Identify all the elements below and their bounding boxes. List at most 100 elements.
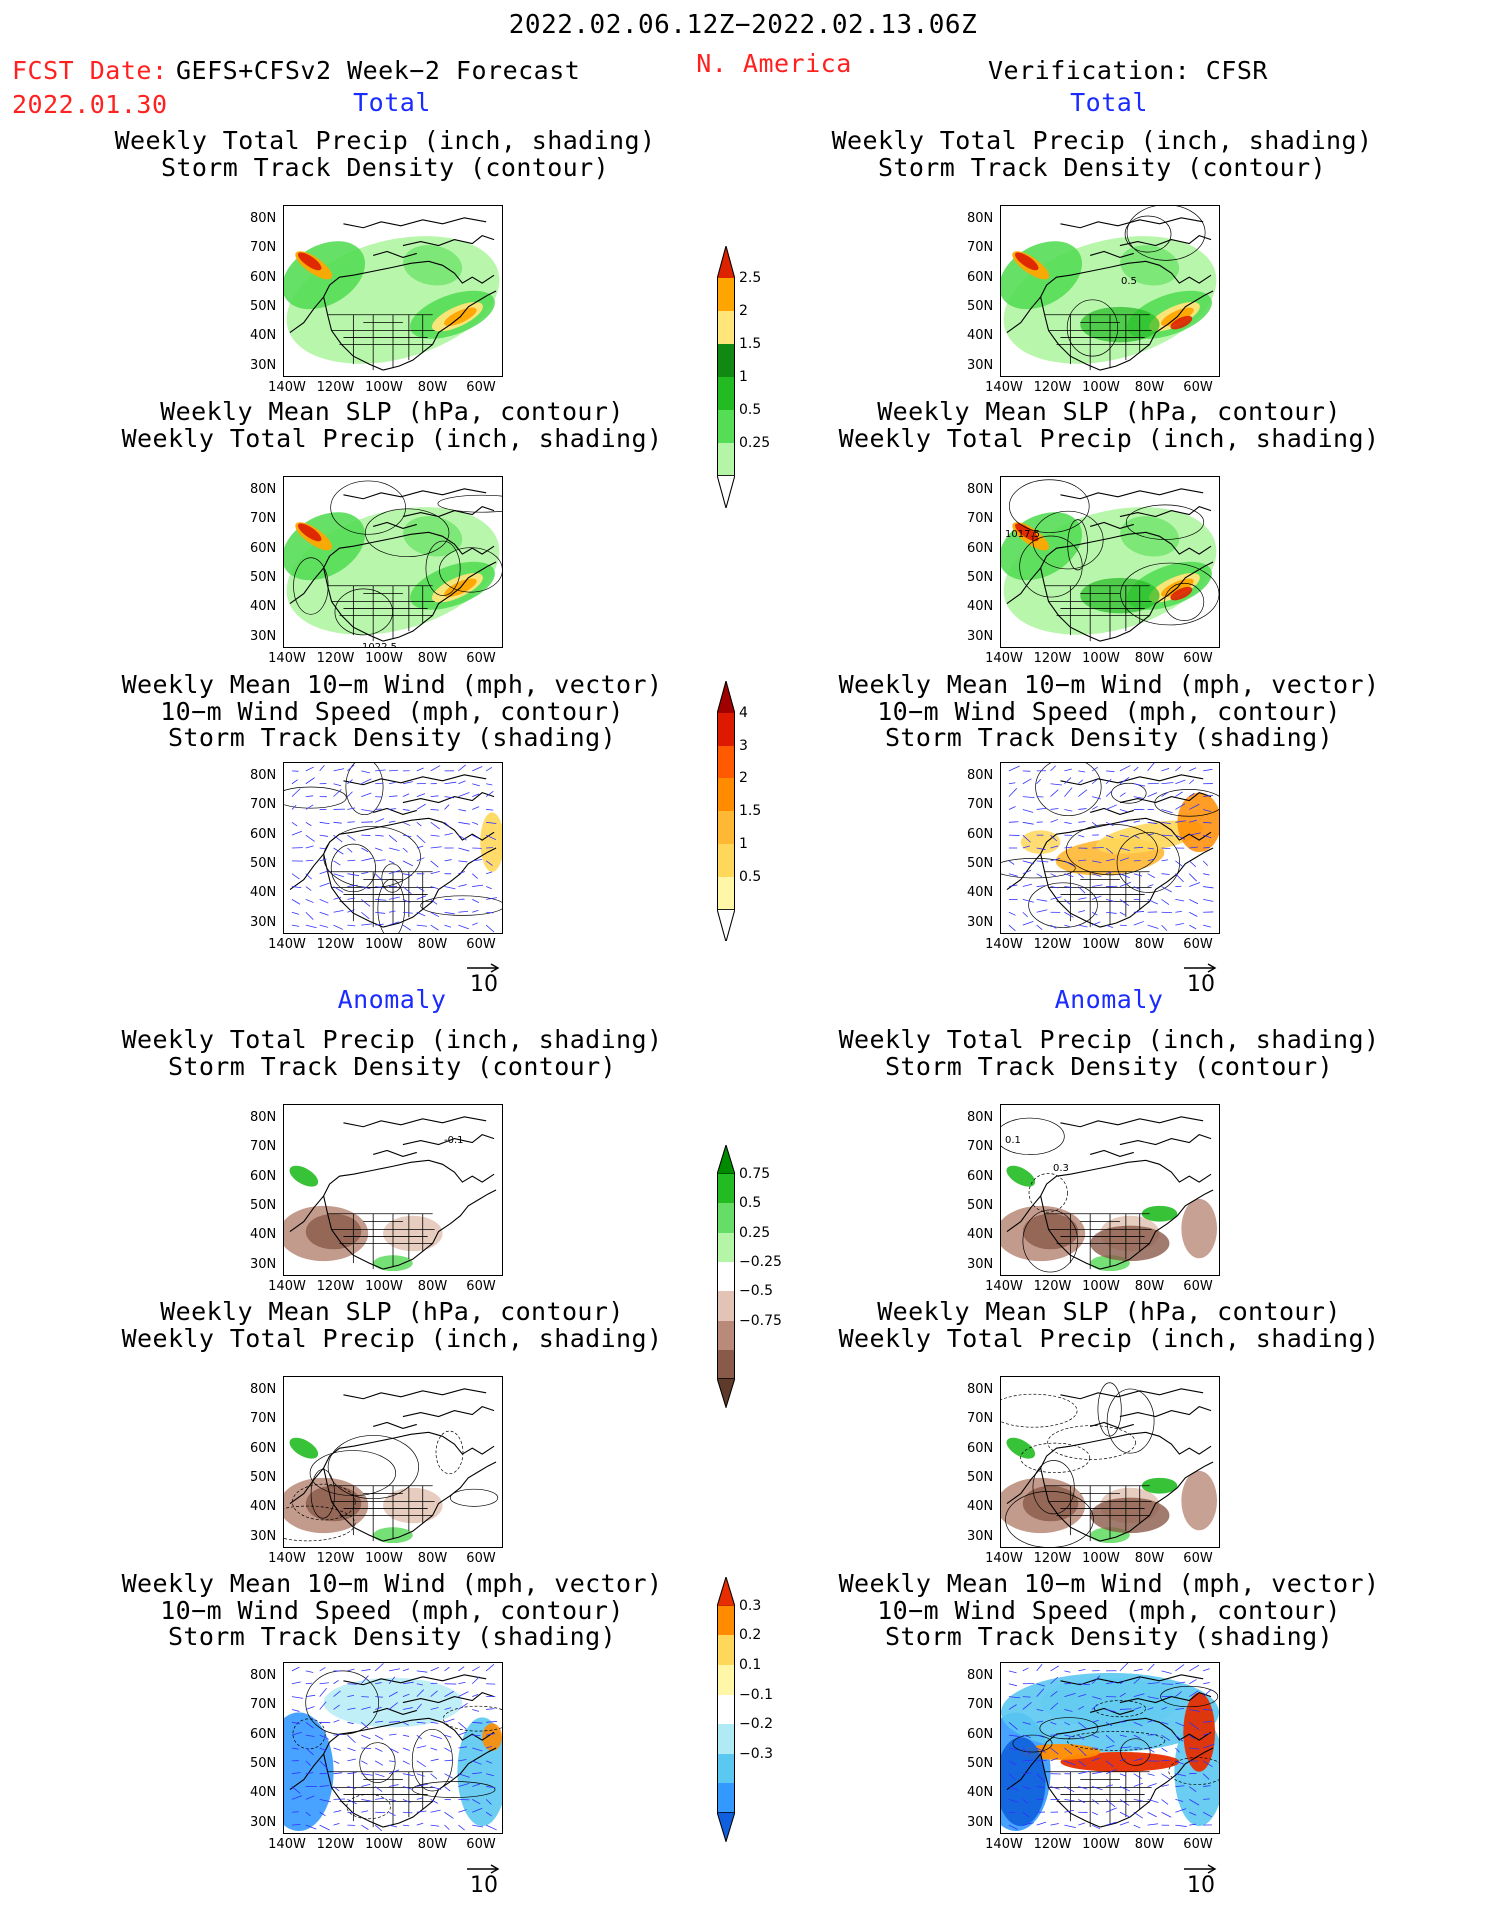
lon-label: 60W [1183, 1279, 1213, 1294]
colorbar-tick-label: 1 [739, 368, 748, 385]
map-left-total-precip [283, 205, 503, 377]
lon-label: 60W [1183, 937, 1213, 952]
lon-label: 100W [1082, 380, 1120, 395]
contour-label: 0.5 [1121, 276, 1137, 287]
arrow-right-icon [1184, 1864, 1217, 1874]
colorbar-tick-label: −0.2 [739, 1716, 773, 1733]
lon-label: 120W [1033, 1837, 1072, 1852]
vector-ref-value: 10 [470, 972, 498, 997]
map-left-anom-precip: -0.1 [283, 1104, 503, 1276]
lat-label: 60N [967, 1168, 994, 1184]
lon-label: 60W [466, 1551, 496, 1566]
map-left-anom-slp [283, 1376, 503, 1548]
lon-label: 80W [1134, 1837, 1165, 1852]
vector-ref-value: 10 [1187, 972, 1215, 997]
lon-label: 120W [316, 937, 355, 952]
lat-label: 60N [967, 1726, 994, 1742]
lon-label: 100W [365, 1837, 403, 1852]
title-left-anom-wind: Weekly Mean 10−m Wind (mph, vector) 10−m… [121, 1569, 663, 1651]
lat-label: 30N [250, 1814, 277, 1830]
lat-label: 60N [967, 1440, 994, 1456]
contour-label: 0.1 [1005, 1135, 1021, 1146]
arrow-right-icon [1184, 963, 1217, 973]
map-right-total-wind [1000, 762, 1220, 934]
lat-label: 40N [967, 599, 994, 615]
lat-label: 40N [967, 885, 994, 901]
title-left-total-slp: Weekly Mean SLP (hPa, contour) Weekly To… [121, 397, 663, 453]
lon-label: 60W [466, 1837, 496, 1852]
lat-label: 50N [250, 1755, 277, 1771]
lon-label: 60W [1183, 1837, 1213, 1852]
lon-label: 140W [268, 1279, 306, 1294]
colorbar-tick-label: 1 [739, 836, 748, 852]
lon-label: 120W [1033, 937, 1072, 952]
arrow-right-icon [467, 1864, 500, 1874]
colorbar-anom-precip: 0.75 0.5 0.25 −0.25 −0.5 −0.75 [717, 1145, 782, 1447]
lat-label: 30N [250, 628, 277, 644]
lat-label: 40N [967, 1227, 994, 1243]
map-right-total-precip: 0.5 [1000, 205, 1220, 377]
lat-label: 50N [250, 298, 277, 314]
colorbar-tick-label: −0.25 [739, 1253, 782, 1270]
lat-label: 80N [250, 211, 277, 226]
lat-label: 40N [967, 1785, 994, 1801]
lon-label: 60W [466, 380, 496, 395]
lon-label: 120W [1033, 1551, 1072, 1566]
contour-label: 0.3 [1053, 1163, 1069, 1174]
lon-label: 120W [316, 651, 355, 666]
lon-label: 100W [1082, 1837, 1120, 1852]
contour-label: -0.1 [444, 1135, 464, 1146]
lon-label: 80W [417, 651, 448, 666]
colorbar-tick-label: 2 [739, 770, 748, 787]
lat-label: 40N [250, 885, 277, 901]
lat-label: 70N [250, 797, 277, 813]
map-left-anom-wind [283, 1662, 503, 1834]
map-right-anom-precip: 0.1 0.3 [1000, 1104, 1220, 1276]
lat-label: 80N [967, 211, 994, 226]
section-total-left: Total [353, 88, 431, 117]
section-total-right: Total [1070, 88, 1148, 117]
lat-label: 70N [967, 240, 994, 256]
lat-label: 40N [250, 1227, 277, 1243]
colorbar-tick-label: −0.1 [739, 1686, 773, 1703]
lon-label: 140W [268, 1551, 306, 1566]
title-left-anom-slp: Weekly Mean SLP (hPa, contour) Weekly To… [121, 1297, 663, 1353]
colorbar-tick-label: 0.75 [739, 1165, 771, 1182]
lat-label: 40N [250, 328, 277, 344]
lon-label: 100W [1082, 651, 1120, 666]
lon-label: 120W [316, 1279, 355, 1294]
title-right-total-wind: Weekly Mean 10−m Wind (mph, vector) 10−m… [838, 670, 1380, 752]
lon-label: 80W [1134, 380, 1165, 395]
title-right-total-precip: Weekly Total Precip (inch, shading) Stor… [831, 126, 1373, 182]
lat-label: 70N [250, 240, 277, 256]
lat-label: 70N [967, 511, 994, 527]
lon-label: 100W [365, 1551, 403, 1566]
lat-label: 50N [250, 1469, 277, 1485]
lon-label: 140W [985, 1837, 1023, 1852]
colorbar-tick-label: −0.5 [739, 1283, 773, 1300]
lon-label: 140W [985, 1279, 1023, 1294]
colorbar-anom-storm: 0.3 0.2 0.1 −0.1 −0.2 −0.3 [717, 1577, 773, 1881]
lon-label: 120W [316, 380, 355, 395]
lon-label: 120W [1033, 1279, 1072, 1294]
lat-label: 80N [967, 1668, 994, 1683]
lat-label: 30N [967, 1528, 994, 1544]
lat-label: 60N [967, 269, 994, 285]
colorbar-tick-label: 0.5 [739, 868, 762, 885]
period-title: 2022.02.06.12Z−2022.02.13.06Z [508, 10, 978, 40]
lat-label: 60N [967, 540, 994, 556]
colorbar-tick-label: −0.3 [739, 1745, 773, 1762]
lat-label: 80N [967, 768, 994, 783]
colorbar-tick-label: 2.5 [739, 269, 762, 286]
lat-label: 50N [967, 1469, 994, 1485]
lon-label: 140W [985, 380, 1023, 395]
contour-label: 1022.5 [362, 642, 397, 648]
lat-label: 50N [967, 569, 994, 585]
lon-label: 60W [1183, 651, 1213, 666]
lat-label: 30N [967, 914, 994, 930]
title-right-anom-wind: Weekly Mean 10−m Wind (mph, vector) 10−m… [838, 1569, 1380, 1651]
lon-label: 100W [1082, 1551, 1120, 1566]
lat-label: 80N [250, 482, 277, 497]
lon-label: 60W [466, 1279, 496, 1294]
lat-label: 60N [250, 269, 277, 285]
